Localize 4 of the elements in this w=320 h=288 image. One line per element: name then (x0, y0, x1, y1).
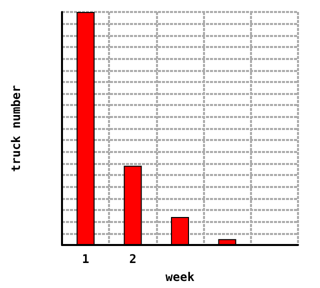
x-tick-label: 2 (129, 252, 136, 266)
x-axis-title: week (166, 270, 196, 284)
y-axis-title: truck number (9, 85, 23, 172)
x-tick-label: 1 (82, 252, 90, 266)
